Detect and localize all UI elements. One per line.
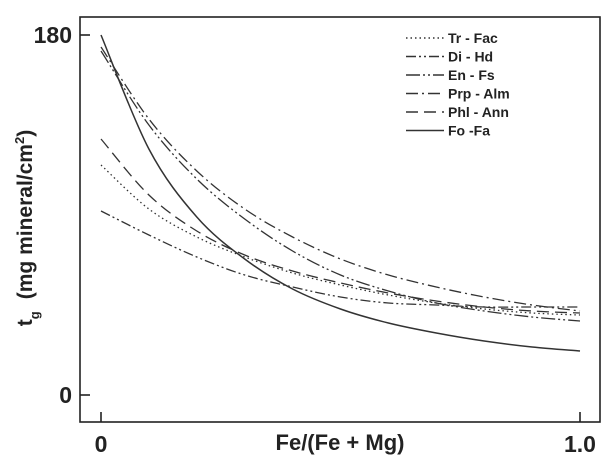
legend-label: Prp - Alm bbox=[448, 86, 510, 102]
series-lines bbox=[100, 34, 581, 352]
x-axis-ticks: 0 1.0 bbox=[95, 412, 596, 457]
y-tick-label: 180 bbox=[34, 22, 72, 48]
y-tick-label: 0 bbox=[59, 382, 72, 408]
legend-label: Fo -Fa bbox=[448, 123, 490, 139]
legend-label: Di - Hd bbox=[448, 49, 493, 65]
series-line-di-hd bbox=[100, 210, 580, 308]
x-axis-label: Fe/(Fe + Mg) bbox=[276, 430, 405, 455]
x-tick-label: 1.0 bbox=[564, 431, 596, 457]
y-axis-label-units: (mg mineral/cm bbox=[14, 144, 37, 299]
plot-border bbox=[79, 16, 601, 423]
series-line-tr-fac bbox=[100, 164, 581, 316]
series-line-fo-fa bbox=[100, 34, 581, 352]
y-axis-ticks: 0 180 bbox=[34, 22, 90, 408]
y-axis-label-sub: g bbox=[27, 311, 42, 319]
x-tick-label: 0 bbox=[95, 431, 108, 457]
legend-label: Tr - Fac bbox=[448, 30, 498, 46]
legend: Tr - Fac Di - Hd En - Fs Prp - Alm Phl - Ann… bbox=[406, 30, 510, 139]
y-axis-label-main: t bbox=[14, 319, 37, 326]
series-line-phl-ann bbox=[100, 138, 581, 314]
y-axis-label: tg (mg mineral/cm2) bbox=[12, 130, 42, 326]
series-line-prp-alm bbox=[100, 46, 581, 312]
series-line-en-fs bbox=[100, 50, 581, 322]
legend-label: Phl - Ann bbox=[448, 104, 509, 120]
plot-frame bbox=[79, 16, 601, 423]
y-axis-label-sup: 2 bbox=[12, 137, 27, 144]
legend-label: En - Fs bbox=[448, 67, 495, 83]
y-axis-label-close: ) bbox=[14, 130, 37, 137]
